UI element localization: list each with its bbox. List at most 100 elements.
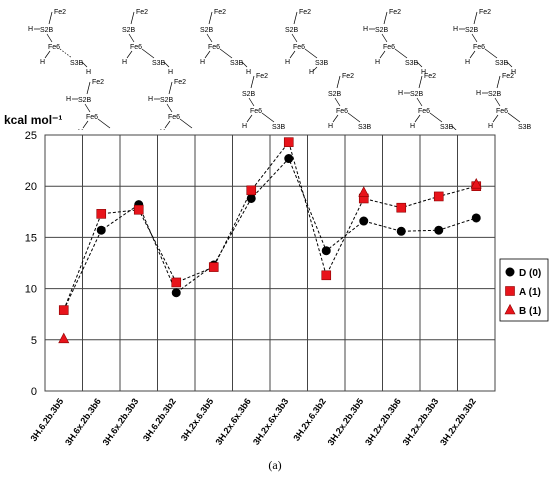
bond (312, 66, 318, 72)
atom-label: Fe6 (86, 114, 98, 121)
atom-label: Fe2 (174, 79, 186, 86)
legend-label: A (1) (519, 287, 541, 298)
atom-label: S3B (358, 124, 372, 130)
bond (416, 97, 423, 107)
legend: D (0) A (1) B (1) (499, 258, 549, 322)
x-tick-label: 3H.2x.2b.3b5 (326, 396, 366, 447)
atom-label: Fe2 (256, 73, 268, 80)
bond (126, 50, 133, 59)
bond (84, 103, 91, 113)
atom-label: H (160, 129, 165, 130)
bond (293, 11, 298, 25)
data-point (284, 154, 294, 164)
bond (59, 48, 73, 59)
y-tick-labels: 0 5 10 15 20 25 (25, 130, 37, 398)
x-tick-label: 3H.2x.6x.3b6 (213, 396, 252, 446)
x-tick-label: 3H.6x.2b.3b3 (101, 396, 141, 447)
atom-label: S2B (78, 97, 92, 104)
atom-label: H (40, 59, 45, 66)
atom-label: S2B (465, 27, 479, 34)
atom-label: H (309, 69, 314, 76)
bond (379, 50, 386, 59)
data-point (208, 262, 219, 272)
data-point (505, 267, 515, 277)
bond (507, 112, 521, 123)
series-triangle (58, 178, 482, 344)
atom-label: Fe6 (130, 44, 142, 51)
bond (261, 112, 275, 123)
atom-label: H (200, 59, 205, 66)
y-tick-label: 5 (31, 335, 37, 347)
atom-label: S3B (405, 60, 419, 67)
y-tick-label: 20 (25, 181, 37, 193)
atom-label: H (476, 90, 481, 97)
bond (166, 103, 173, 113)
atom-label: S2B (160, 97, 174, 104)
bond (304, 48, 318, 59)
bond (82, 120, 89, 129)
bond (204, 50, 211, 59)
bond (250, 75, 255, 89)
bond (429, 112, 443, 123)
atom-label: Fe2 (502, 73, 514, 80)
data-point (171, 288, 181, 298)
atom-label: S2B (122, 27, 136, 34)
atom-label: S3B (518, 124, 532, 130)
atom-label: H (285, 59, 290, 66)
bond (179, 118, 193, 129)
data-point (133, 204, 144, 215)
x-tick-label: 3H.6x.2b.3b6 (63, 396, 103, 447)
y-tick-label: 0 (31, 386, 37, 398)
series-layer (58, 137, 482, 344)
data-point (58, 332, 70, 344)
bond (496, 75, 501, 89)
atom-label: Fe2 (389, 9, 401, 16)
data-point (471, 213, 481, 223)
data-point (321, 270, 332, 281)
atom-label: Fe2 (424, 73, 436, 80)
bond (219, 48, 233, 59)
y-tick-label: 15 (25, 232, 37, 244)
bond (506, 61, 513, 68)
atom-label: H (168, 69, 173, 76)
atom-label: S3B (440, 124, 454, 130)
atom-label: H (421, 69, 426, 76)
bond (383, 11, 388, 25)
bond (416, 61, 423, 68)
bond (469, 50, 476, 59)
bond (86, 81, 91, 95)
data-point (358, 186, 370, 197)
atom-label: H (398, 90, 403, 97)
legend-label: B (1) (519, 306, 541, 317)
bond (289, 50, 296, 59)
atom-label: Fe2 (54, 9, 66, 16)
atom-label: H (148, 96, 153, 103)
atom-label: Fe6 (383, 44, 395, 51)
bond (291, 33, 298, 43)
y-axis-label: kcal mol⁻¹ (4, 113, 62, 127)
bond (241, 61, 248, 68)
atom-label: S3B (495, 60, 509, 67)
atom-label: Fe2 (136, 9, 148, 16)
bond (473, 11, 478, 25)
bond (97, 118, 111, 129)
atom-label: H (511, 69, 516, 76)
atom-label: Fe6 (336, 108, 348, 115)
atom-label: Fe2 (92, 79, 104, 86)
bond (334, 97, 341, 107)
bond (81, 61, 88, 68)
data-point (434, 225, 444, 235)
bond (336, 75, 341, 89)
bond (208, 11, 213, 25)
atom-label: H (78, 129, 83, 130)
